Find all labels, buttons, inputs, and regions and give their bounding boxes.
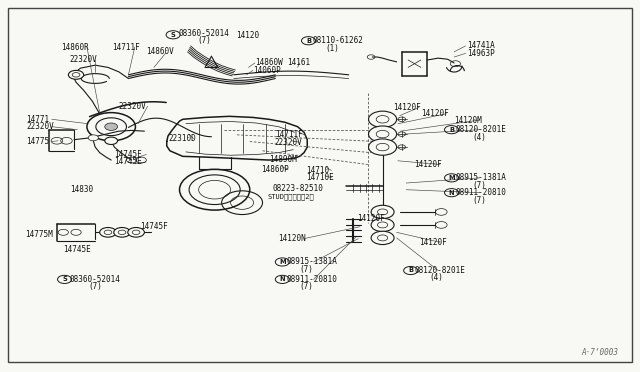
Circle shape (100, 228, 116, 237)
Text: 14745E: 14745E (63, 244, 91, 253)
Text: 14860V: 14860V (147, 47, 174, 56)
Circle shape (369, 111, 397, 128)
Text: N: N (449, 190, 454, 196)
Text: 08223-82510: 08223-82510 (272, 185, 323, 193)
Circle shape (128, 228, 145, 237)
Text: M: M (448, 175, 455, 181)
Circle shape (371, 205, 394, 219)
Text: S: S (171, 32, 175, 38)
Text: 14120: 14120 (236, 31, 259, 41)
Text: 14860R: 14860R (61, 42, 89, 51)
Text: 22320V: 22320V (119, 102, 147, 111)
Text: 14120F: 14120F (415, 160, 442, 169)
Text: (7): (7) (89, 282, 102, 291)
Text: 14161: 14161 (287, 58, 310, 67)
Text: A·7‘0003: A·7‘0003 (582, 348, 619, 357)
Text: (7): (7) (300, 282, 314, 291)
Text: 14775: 14775 (26, 137, 49, 146)
Text: 14745F: 14745F (140, 222, 168, 231)
Text: 14745F: 14745F (115, 150, 142, 159)
Text: B: B (449, 127, 454, 133)
Text: (7): (7) (472, 196, 486, 205)
Text: (4): (4) (430, 273, 444, 282)
Circle shape (369, 126, 397, 142)
Text: 14710E: 14710E (306, 173, 333, 182)
Circle shape (105, 137, 118, 144)
Text: 08915-1381A: 08915-1381A (287, 257, 338, 266)
Text: 22320V: 22320V (70, 55, 97, 64)
Text: B: B (408, 267, 413, 273)
Text: B: B (306, 38, 311, 44)
Text: 22320V: 22320V (274, 138, 302, 147)
Text: 14120F: 14120F (419, 238, 447, 247)
Text: 14771: 14771 (26, 115, 49, 124)
Text: 14890M: 14890M (269, 155, 297, 164)
Text: 14711F: 14711F (113, 42, 140, 51)
Text: 14830: 14830 (70, 185, 93, 194)
Circle shape (371, 231, 394, 244)
Text: 08110-61262: 08110-61262 (312, 36, 364, 45)
Circle shape (105, 123, 118, 131)
Text: 14745E: 14745E (115, 157, 142, 166)
Text: 22320V: 22320V (26, 122, 54, 131)
Text: 14120F: 14120F (357, 214, 385, 223)
Text: STUDスタッド（2）: STUDスタッド（2） (268, 193, 314, 200)
Text: N: N (280, 276, 285, 282)
Circle shape (114, 228, 131, 237)
Text: 14963P: 14963P (467, 49, 495, 58)
Text: 08915-1381A: 08915-1381A (456, 173, 506, 182)
Text: (7): (7) (300, 265, 314, 274)
Text: 14775M: 14775M (25, 230, 52, 239)
Text: 08120-8201E: 08120-8201E (415, 266, 465, 275)
Text: (1): (1) (325, 44, 339, 52)
Text: 14711F: 14711F (275, 130, 303, 140)
Circle shape (371, 218, 394, 232)
Text: 22310D: 22310D (168, 134, 196, 143)
Text: (4): (4) (472, 132, 486, 142)
Text: 14860P: 14860P (261, 165, 289, 174)
Text: 14120F: 14120F (421, 109, 449, 118)
Text: 08120-8201E: 08120-8201E (456, 125, 506, 134)
Circle shape (88, 135, 99, 141)
Text: 14860W: 14860W (255, 58, 283, 67)
Text: S: S (62, 276, 67, 282)
Circle shape (68, 70, 84, 79)
Circle shape (369, 139, 397, 155)
Text: 14741A: 14741A (467, 41, 495, 51)
Text: 08360-52014: 08360-52014 (70, 275, 120, 284)
Text: 08360-52014: 08360-52014 (178, 29, 229, 38)
Text: 14120F: 14120F (394, 103, 421, 112)
Text: 14710: 14710 (306, 166, 329, 175)
Text: (7): (7) (472, 181, 486, 190)
Text: 14120N: 14120N (278, 234, 307, 243)
Text: 08911-20810: 08911-20810 (287, 275, 338, 284)
Text: 14060P: 14060P (253, 66, 281, 75)
Text: 08911-20810: 08911-20810 (456, 188, 506, 197)
Text: M: M (279, 259, 285, 265)
Text: 14120M: 14120M (454, 116, 482, 125)
Text: (7): (7) (197, 36, 211, 45)
